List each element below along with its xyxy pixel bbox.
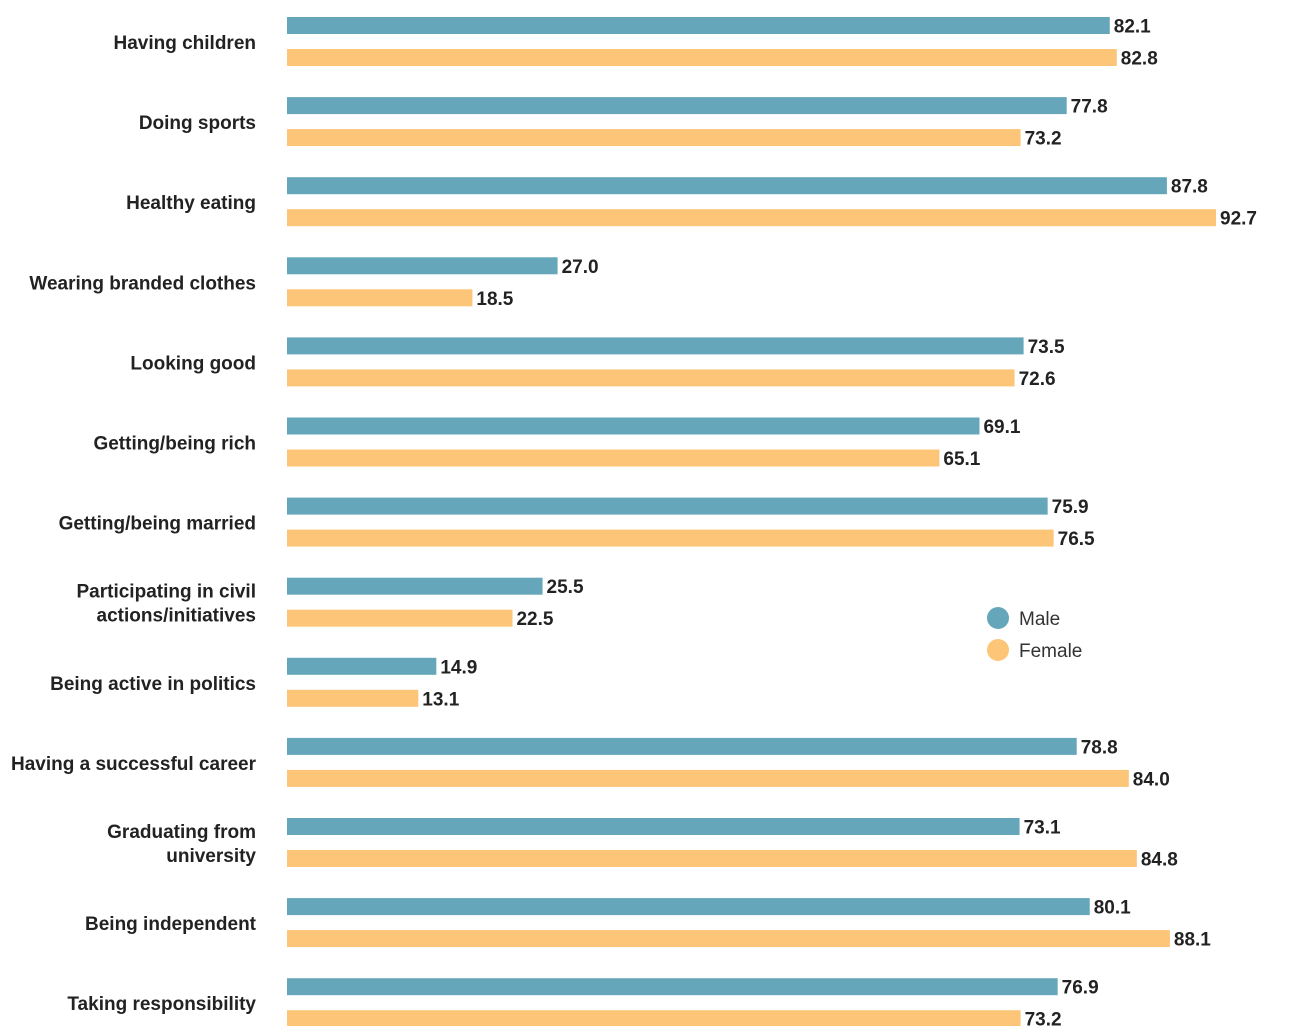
bar-female-being-independent xyxy=(287,930,1170,948)
value-label-female-looking-good: 72.6 xyxy=(1019,369,1056,390)
category-label-being-independent: Being independent xyxy=(85,914,257,935)
category-label-line: Taking responsibility xyxy=(67,994,256,1015)
value-label-male-wearing-branded-clothes: 27.0 xyxy=(562,257,599,278)
category-label-line: Doing sports xyxy=(139,113,256,134)
bar-male-having-children xyxy=(287,17,1110,34)
bar-female-taking-responsibility xyxy=(287,1010,1021,1026)
bars-group xyxy=(287,17,1216,1026)
category-label-getting-being-rich: Getting/being rich xyxy=(93,434,256,455)
value-label-female-taking-responsibility: 73.2 xyxy=(1025,1010,1062,1026)
legend-swatch-female xyxy=(987,639,1009,661)
value-label-female-having-a-successful-career: 84.0 xyxy=(1133,769,1170,790)
value-label-male-having-a-successful-career: 78.8 xyxy=(1081,737,1118,758)
value-label-male-graduating-from-university: 73.1 xyxy=(1024,818,1061,839)
category-label-line: Looking good xyxy=(130,353,256,374)
bar-male-being-independent xyxy=(287,898,1090,916)
category-label-healthy-eating: Healthy eating xyxy=(126,193,256,214)
category-label-line: Wearing branded clothes xyxy=(29,273,256,294)
category-label-getting-being-married: Getting/being married xyxy=(59,514,256,535)
category-label-having-a-successful-career: Having a successful career xyxy=(11,754,257,775)
category-label-line: Getting/being married xyxy=(59,514,256,535)
value-label-male-having-children: 82.1 xyxy=(1114,17,1151,38)
category-label-line: Graduating from xyxy=(107,822,256,843)
bar-male-healthy-eating xyxy=(287,177,1167,195)
value-label-male-being-independent: 80.1 xyxy=(1094,898,1131,919)
category-labels-group: Having children Doing sports Healthy eatin… xyxy=(11,33,257,1015)
category-label-looking-good: Looking good xyxy=(130,353,256,374)
value-label-female-getting-being-rich: 65.1 xyxy=(943,449,980,470)
value-label-male-looking-good: 73.5 xyxy=(1028,337,1065,358)
bar-male-doing-sports xyxy=(287,97,1067,115)
category-label-line: Getting/being rich xyxy=(93,434,256,455)
category-label-wearing-branded-clothes: Wearing branded clothes xyxy=(29,273,256,294)
category-label-line: Participating in civil xyxy=(77,582,257,603)
value-label-male-getting-being-married: 75.9 xyxy=(1052,497,1089,518)
bar-female-wearing-branded-clothes xyxy=(287,289,473,307)
bar-male-getting-being-rich xyxy=(287,417,980,435)
category-label-doing-sports: Doing sports xyxy=(139,113,256,134)
bar-female-looking-good xyxy=(287,369,1015,387)
value-label-female-graduating-from-university: 84.8 xyxy=(1141,850,1178,871)
value-label-female-wearing-branded-clothes: 18.5 xyxy=(476,289,513,310)
value-label-male-getting-being-rich: 69.1 xyxy=(983,417,1020,438)
legend-swatch-male xyxy=(987,607,1009,629)
category-label-line: Having children xyxy=(113,33,256,54)
bar-female-having-children xyxy=(287,49,1117,66)
value-label-female-getting-being-married: 76.5 xyxy=(1058,529,1095,550)
bar-female-healthy-eating xyxy=(287,209,1216,227)
bar-male-looking-good xyxy=(287,337,1024,355)
value-label-female-having-children: 82.8 xyxy=(1121,49,1158,70)
value-label-female-being-active-in-politics: 13.1 xyxy=(422,689,459,710)
category-label-line: Being active in politics xyxy=(50,674,256,695)
bar-female-getting-being-married xyxy=(287,529,1054,547)
category-label-line: Being independent xyxy=(85,914,257,935)
category-label-line: university xyxy=(166,846,256,867)
bar-female-graduating-from-university xyxy=(287,850,1137,867)
legend-label-female: Female xyxy=(1019,641,1082,662)
value-label-female-doing-sports: 73.2 xyxy=(1025,129,1062,150)
category-label-graduating-from-university: Graduating from university xyxy=(107,822,256,867)
value-label-female-healthy-eating: 92.7 xyxy=(1220,209,1257,230)
value-labels-group: 82.1 82.8 77.8 73.2 87.8 92.7 27.0 18.5 73.5 72.6… xyxy=(422,17,1257,1026)
category-label-taking-responsibility: Taking responsibility xyxy=(67,994,256,1015)
bar-female-doing-sports xyxy=(287,129,1021,147)
value-label-male-healthy-eating: 87.8 xyxy=(1171,177,1208,198)
value-label-female-being-independent: 88.1 xyxy=(1174,930,1211,951)
bar-male-having-a-successful-career xyxy=(287,737,1077,755)
value-label-male-participating-in-civil-actions-initiatives: 25.5 xyxy=(547,577,584,598)
bar-female-having-a-successful-career xyxy=(287,769,1129,787)
bar-female-getting-being-rich xyxy=(287,449,940,467)
legend-label-male: Male xyxy=(1019,609,1060,630)
bar-female-being-active-in-politics xyxy=(287,689,419,707)
bar-male-wearing-branded-clothes xyxy=(287,257,558,275)
bar-female-participating-in-civil-actions-initiatives xyxy=(287,609,513,627)
legend: Male Female xyxy=(987,607,1082,662)
category-label-being-active-in-politics: Being active in politics xyxy=(50,674,256,695)
bar-male-getting-being-married xyxy=(287,497,1048,515)
value-label-female-participating-in-civil-actions-initiatives: 22.5 xyxy=(516,609,553,630)
value-label-male-doing-sports: 77.8 xyxy=(1071,97,1108,118)
category-label-participating-in-civil-actions-initiatives: Participating in civil actions/initiative… xyxy=(77,582,257,627)
bar-male-being-active-in-politics xyxy=(287,657,437,675)
bar-male-graduating-from-university xyxy=(287,818,1020,835)
bar-male-taking-responsibility xyxy=(287,978,1058,996)
category-label-line: Having a successful career xyxy=(11,754,257,775)
value-label-male-being-active-in-politics: 14.9 xyxy=(440,657,477,678)
category-label-line: Healthy eating xyxy=(126,193,256,214)
category-label-line: actions/initiatives xyxy=(97,606,256,627)
value-label-male-taking-responsibility: 76.9 xyxy=(1062,978,1099,999)
category-label-having-children: Having children xyxy=(113,33,256,54)
bar-male-participating-in-civil-actions-initiatives xyxy=(287,577,543,595)
